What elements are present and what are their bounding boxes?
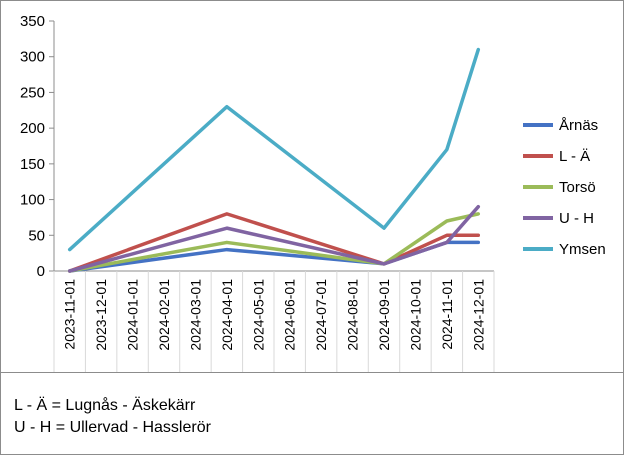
chart-area: 0 50 100 150 200 250 300 350 2023-11-01 2023-12-0… bbox=[0, 0, 624, 381]
x-tick-label: 2024-03-01 bbox=[187, 279, 203, 351]
y-tick-label: 300 bbox=[20, 49, 45, 66]
y-tick-label: 250 bbox=[20, 84, 45, 101]
legend-label: Årnäs bbox=[559, 117, 598, 134]
x-tick-label: 2023-11-01 bbox=[62, 279, 78, 350]
y-tick-label: 150 bbox=[20, 156, 45, 173]
x-tick-label: 2024-07-01 bbox=[313, 279, 329, 351]
series-line-4 bbox=[67, 47, 481, 252]
series-line-0 bbox=[67, 240, 481, 273]
legend-label: Torsö bbox=[559, 179, 596, 196]
x-tick-label: 2024-10-01 bbox=[407, 279, 423, 351]
legend-label: L - Ä bbox=[559, 148, 590, 165]
line-chart: 0 50 100 150 200 250 300 350 2023-11-01 2023-12-0… bbox=[20, 13, 606, 381]
notes-panel: L - Ä = Lugnås - Äskekärr U - H = Ullerv… bbox=[0, 373, 624, 455]
x-tick-label: 2024-11-01 bbox=[439, 279, 455, 350]
abbreviation-note-l-a: L - Ä = Lugnås - Äskekärr bbox=[14, 397, 196, 414]
y-tick-label: 0 bbox=[37, 263, 45, 280]
y-tick-label: 100 bbox=[20, 192, 45, 209]
x-tick-label: 2024-05-01 bbox=[250, 279, 266, 351]
x-tick-label: 2024-06-01 bbox=[282, 279, 298, 351]
legend-label: U - H bbox=[559, 210, 594, 227]
x-tick-label: 2024-04-01 bbox=[219, 279, 235, 351]
x-tick-label: 2024-01-01 bbox=[125, 279, 141, 351]
x-tick-label: 2024-02-01 bbox=[156, 279, 172, 351]
x-tick-label: 2024-09-01 bbox=[376, 279, 392, 351]
x-tick-label: 2023-12-01 bbox=[93, 279, 109, 351]
y-tick-label: 50 bbox=[28, 227, 45, 244]
x-tick-label: 2024-12-01 bbox=[470, 279, 486, 351]
legend-label: Ymsen bbox=[559, 241, 606, 258]
abbreviation-note-u-h: U - H = Ullervad - Hasslerör bbox=[14, 419, 211, 436]
series-line-3 bbox=[67, 204, 481, 273]
y-tick-label: 350 bbox=[20, 13, 45, 30]
x-tick-label: 2024-08-01 bbox=[345, 279, 361, 351]
y-tick-label: 200 bbox=[20, 120, 45, 137]
